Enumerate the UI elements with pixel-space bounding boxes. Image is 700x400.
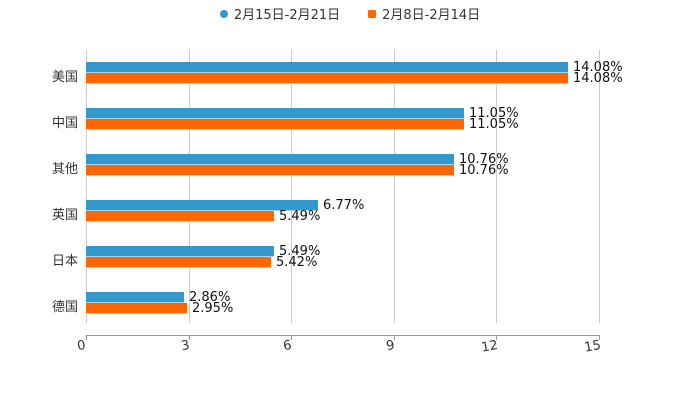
value-label: 10.76%	[459, 152, 509, 167]
value-label: 6.77%	[323, 198, 365, 213]
value-label: 5.49%	[279, 209, 321, 224]
value-label: 11.05%	[469, 117, 519, 132]
bar-series-1[interactable]	[86, 200, 318, 211]
legend-item-series-2[interactable]: 2月8日-2月14日	[368, 4, 480, 23]
category-label: 其他	[51, 162, 78, 177]
x-tick	[291, 335, 292, 340]
value-label: 2.86%	[189, 290, 231, 305]
gridline	[291, 50, 292, 323]
bar-series-1[interactable]	[86, 246, 274, 257]
category-label: 德国	[51, 300, 78, 315]
value-label: 11.05%	[469, 106, 519, 121]
gridline	[394, 50, 395, 323]
bar-series-2[interactable]	[86, 257, 271, 268]
bar-series-1[interactable]	[86, 154, 454, 165]
value-label: 5.49%	[279, 244, 321, 259]
bar-series-1[interactable]	[86, 108, 464, 119]
value-label: 2.95%	[192, 301, 234, 316]
legend-item-series-1[interactable]: 2月15日-2月21日	[219, 4, 341, 23]
bar-series-2[interactable]	[86, 73, 568, 84]
gridline	[599, 50, 600, 323]
x-tick-label: 12	[480, 338, 500, 356]
plot-area	[86, 50, 600, 323]
bar-series-2[interactable]	[86, 119, 464, 130]
legend-label: 2月8日-2月14日	[382, 8, 481, 23]
chart-legend: 2月15日-2月21日 2月8日-2月14日	[0, 4, 700, 23]
x-tick	[86, 335, 87, 340]
category-label: 英国	[51, 208, 78, 223]
circle-marker-icon	[219, 9, 228, 18]
value-label: 14.08%	[573, 71, 623, 86]
x-tick-label: 0	[76, 338, 87, 355]
x-tick	[599, 335, 600, 340]
x-tick-label: 9	[385, 338, 396, 355]
value-label: 5.42%	[276, 255, 318, 270]
bar-series-2[interactable]	[86, 165, 454, 176]
value-label: 14.08%	[573, 60, 623, 75]
x-tick	[394, 335, 395, 340]
gridline	[189, 50, 190, 323]
gridline	[86, 50, 87, 323]
x-tick	[189, 335, 190, 340]
x-tick-label: 15	[583, 338, 603, 356]
bar-series-1[interactable]	[86, 292, 184, 303]
legend-label: 2月15日-2月21日	[233, 8, 341, 23]
bar-series-2[interactable]	[86, 211, 274, 222]
category-label: 中国	[51, 116, 78, 131]
category-label: 美国	[51, 70, 78, 85]
x-axis-line	[86, 335, 599, 336]
bar-series-1[interactable]	[86, 62, 568, 73]
bar-series-2[interactable]	[86, 303, 187, 314]
value-label: 10.76%	[459, 163, 509, 178]
gridline	[496, 50, 497, 323]
x-tick-label: 3	[180, 338, 191, 355]
x-tick-label: 6	[282, 338, 293, 355]
category-label: 日本	[51, 254, 78, 269]
x-tick	[496, 335, 497, 340]
square-marker-icon	[368, 9, 377, 18]
